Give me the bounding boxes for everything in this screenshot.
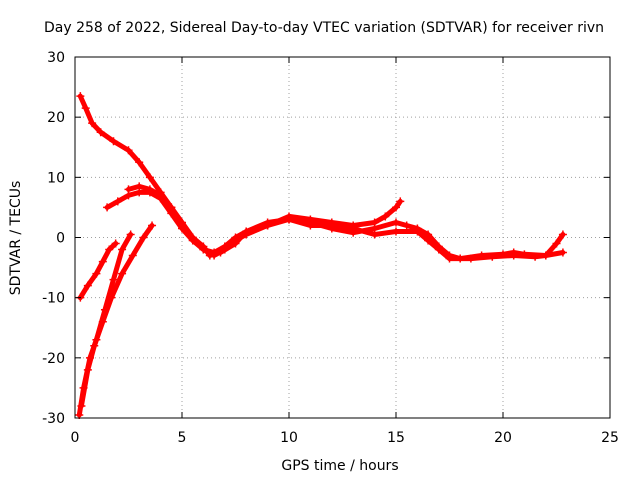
data-point <box>188 233 197 242</box>
data-point <box>111 239 120 248</box>
axis-layer: 0 5 10 15 20 25 -30 -20 -10 0 10 20 30 <box>42 50 619 446</box>
data-point <box>107 293 116 302</box>
data-point <box>92 269 101 278</box>
data-point <box>242 230 251 239</box>
series-line-trace-c <box>77 241 119 301</box>
data-point <box>558 248 567 257</box>
data-point <box>109 137 118 146</box>
y-tick-label: 20 <box>47 110 65 126</box>
y-tick-label: 10 <box>47 170 65 186</box>
y-tick-label: 0 <box>56 231 65 247</box>
data-point <box>77 401 86 410</box>
data-point <box>396 197 405 206</box>
data-point <box>199 245 208 254</box>
data-point <box>128 251 137 260</box>
data-point <box>285 215 293 224</box>
data-point <box>135 158 144 167</box>
data-point <box>220 245 229 254</box>
data-point <box>552 239 561 248</box>
data-point <box>145 173 154 182</box>
data-point <box>445 254 454 263</box>
data-point <box>135 182 144 191</box>
data-point <box>413 227 422 236</box>
data-point <box>98 317 107 326</box>
data-point <box>113 197 122 206</box>
data-point <box>96 128 105 137</box>
chart-title: Day 258 of 2022, Sidereal Day-to-day VTE… <box>44 20 604 36</box>
data-point <box>105 245 114 254</box>
data-point <box>167 203 176 212</box>
data-point <box>118 269 127 278</box>
data-point <box>370 230 379 239</box>
data-point <box>88 119 97 128</box>
data-point <box>124 146 133 155</box>
x-tick-label: 20 <box>494 430 512 446</box>
y-tick-label: -30 <box>42 411 65 427</box>
data-point <box>327 221 336 230</box>
data-point <box>145 185 154 194</box>
x-axis-label: GPS time / hours <box>281 458 398 474</box>
y-axis-label: SDTVAR / TECUs <box>8 181 24 296</box>
data-point <box>148 221 157 230</box>
data-point <box>81 104 90 113</box>
data-point <box>76 92 85 101</box>
data-layer <box>75 92 567 419</box>
series-line-trace-e <box>78 223 155 409</box>
data-point <box>118 245 127 254</box>
data-point <box>381 212 390 221</box>
data-point <box>139 233 148 242</box>
data-point <box>103 203 112 212</box>
data-point <box>90 341 99 350</box>
data-point <box>392 227 400 236</box>
data-point <box>466 254 475 263</box>
data-point <box>402 221 411 230</box>
data-point <box>306 221 315 230</box>
x-tick-label: 25 <box>601 430 619 446</box>
y-tick-label: -20 <box>42 351 65 367</box>
data-point <box>98 257 107 266</box>
data-point <box>109 275 118 284</box>
data-point <box>541 251 550 260</box>
data-point <box>531 252 540 261</box>
data-point <box>83 365 92 374</box>
x-tick-label: 15 <box>387 430 405 446</box>
data-point <box>83 281 92 290</box>
x-tick-label: 0 <box>71 430 80 446</box>
series-line-trace-b <box>104 189 403 255</box>
data-point <box>509 251 518 260</box>
data-point <box>231 236 240 245</box>
y-tick-label: 30 <box>47 50 65 66</box>
data-point <box>558 230 567 239</box>
x-tick-label: 10 <box>280 430 298 446</box>
data-point <box>263 221 272 230</box>
data-point <box>424 236 433 245</box>
data-point <box>434 245 443 254</box>
grid-layer <box>75 57 610 418</box>
data-point <box>392 218 400 227</box>
data-point <box>126 230 135 239</box>
data-point <box>392 203 400 212</box>
data-point <box>156 191 165 200</box>
data-point <box>210 251 219 260</box>
data-point <box>124 185 133 194</box>
data-point <box>349 224 358 233</box>
data-point <box>370 218 379 227</box>
data-point <box>178 218 186 227</box>
x-tick-label: 5 <box>178 430 187 446</box>
y-tick-label: -10 <box>42 291 65 307</box>
data-point <box>488 252 497 261</box>
